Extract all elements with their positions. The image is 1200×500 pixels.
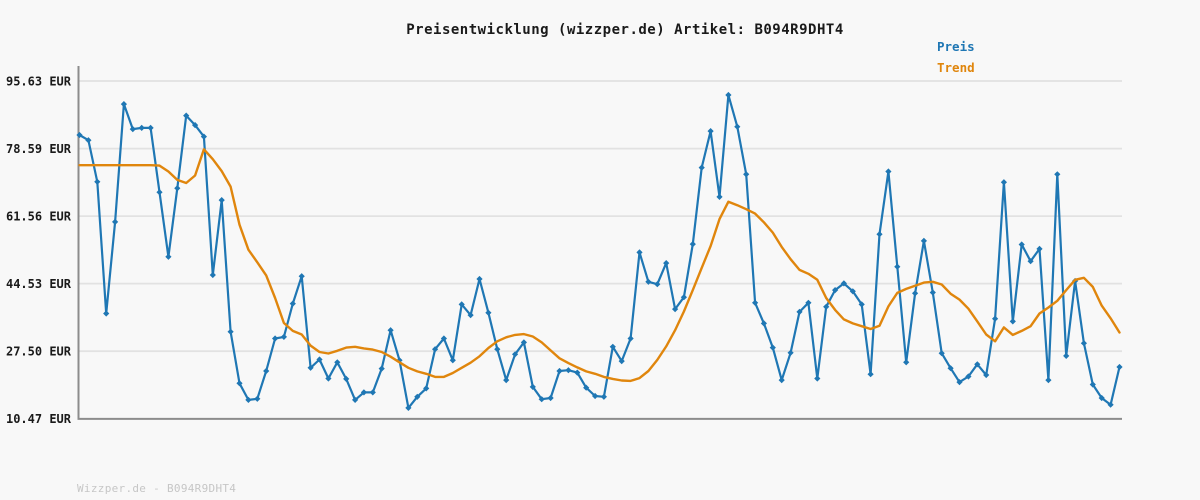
- legend-trend-label: Trend: [937, 60, 975, 75]
- preis-line: [78, 93, 1121, 409]
- y-axis-tick-label: 61.56 EUR: [6, 210, 72, 224]
- y-axis-tick-label: 10.47 EUR: [6, 412, 72, 426]
- y-axis-tick-label: 78.59 EUR: [6, 142, 72, 156]
- series-lines: [76, 91, 1123, 412]
- y-axis-tick-labels: 95.63 EUR 78.59 EUR 61.56 EUR 44.53 EUR 27.5…: [6, 75, 72, 427]
- y-axis-tick-label: 95.63 EUR: [6, 75, 72, 89]
- footer-watermark: Wizzper.de - B094R9DHT4: [77, 482, 236, 495]
- legend-preis-label: Preis: [937, 39, 975, 54]
- preis-markers: [76, 91, 1123, 412]
- legend: Preis Trend: [937, 39, 975, 75]
- trend-line: [78, 148, 1121, 383]
- gridlines: [78, 80, 1122, 353]
- y-axis-tick-label: 44.53 EUR: [6, 277, 72, 291]
- y-axis-tick-label: 27.50 EUR: [6, 345, 72, 359]
- chart-title: Preisentwicklung (wizzper.de) Artikel: B…: [406, 22, 844, 38]
